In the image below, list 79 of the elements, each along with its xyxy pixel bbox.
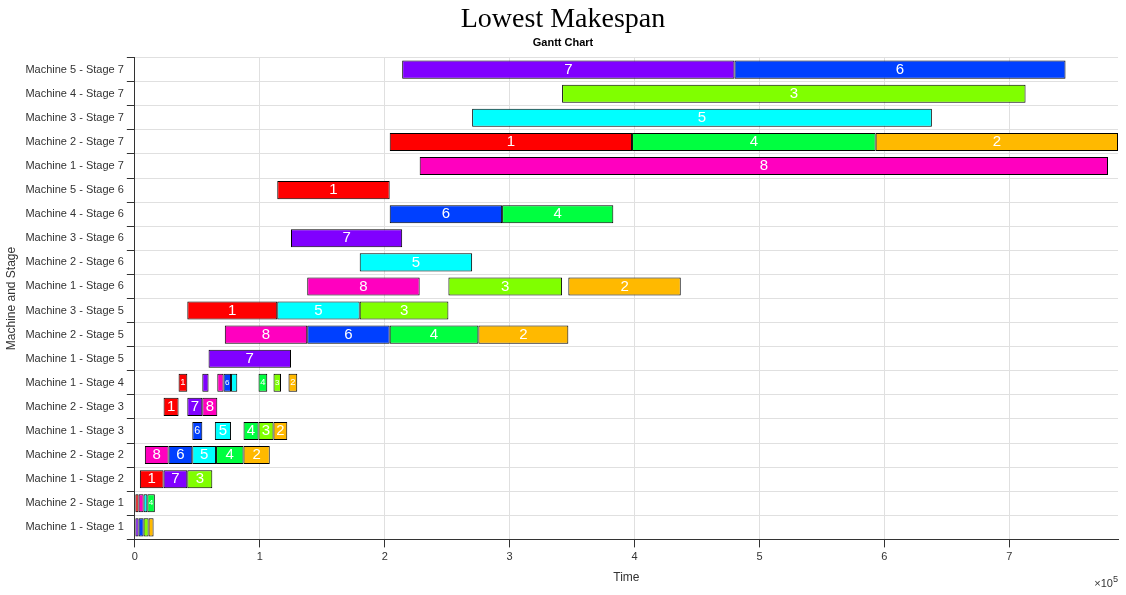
text: 4 <box>429 324 439 342</box>
text: 3 <box>399 300 409 318</box>
x-tick-label: 5 <box>756 550 763 563</box>
text: 2 <box>620 276 629 294</box>
series-label: 6 <box>225 378 231 388</box>
x-tick-label: 2 <box>381 550 388 563</box>
text: 5 <box>314 300 323 318</box>
text: 5 <box>200 445 209 463</box>
text: 7 <box>564 59 573 77</box>
text: 3 <box>195 469 204 487</box>
text: 4 <box>260 376 266 388</box>
y-tick-label: Machine 1 - Stage 6 <box>25 279 124 292</box>
text: 3 <box>261 421 271 439</box>
y-tick-label: Machine 2 - Stage 3 <box>25 399 124 412</box>
y-tick-label: Machine 1 - Stage 1 <box>25 520 124 533</box>
text: 6 <box>895 59 905 77</box>
y-tick-label: Machine 3 - Stage 6 <box>25 231 124 244</box>
y-tick-label: Machine 5 - Stage 7 <box>25 62 124 75</box>
y-tick-label: Machine 1 - Stage 3 <box>25 424 124 437</box>
text: 2 <box>252 445 261 463</box>
y-tick-label: Machine 1 - Stage 2 <box>25 472 124 485</box>
text: 7 <box>171 469 180 487</box>
text: 5 <box>697 107 707 125</box>
y-tick-label: Machine 1 - Stage 4 <box>25 375 124 388</box>
series-label: 7 <box>245 348 254 366</box>
text: 8 <box>152 445 161 463</box>
text: 3 <box>789 83 798 101</box>
text: 8 <box>205 397 214 415</box>
text: 6 <box>194 423 201 436</box>
series-label: 1 <box>180 376 186 388</box>
text: 8 <box>359 276 368 294</box>
text: 6 <box>441 204 451 222</box>
y-tick-label: Machine 2 - Stage 6 <box>25 255 124 268</box>
text: 1 <box>147 469 156 487</box>
y-axis-title: Machine and Stage <box>3 246 18 351</box>
text: 1 <box>166 397 176 415</box>
text: ×10$^{5}$ <box>1094 574 1118 589</box>
y-tick-label: Machine 5 - Stage 6 <box>25 183 124 196</box>
x-tick-label: 3 <box>506 550 513 563</box>
text: 7 <box>342 228 351 246</box>
x-tick-label: 0 <box>131 550 138 563</box>
y-tick-label: Machine 2 - Stage 2 <box>25 448 124 461</box>
series-label: 5 <box>411 252 421 270</box>
text: 5 <box>218 421 228 439</box>
x-tick-label: 7 <box>1006 550 1013 563</box>
text: 8 <box>261 324 271 342</box>
y-tick-label: Machine 2 - Stage 5 <box>25 327 124 340</box>
text: 7 <box>190 397 199 415</box>
y-tick-label: Machine 4 - Stage 7 <box>25 86 124 99</box>
y-tick-label: Machine 1 - Stage 5 <box>25 351 124 364</box>
x-axis-title: Time <box>613 570 640 585</box>
y-tick-label: Machine 2 - Stage 7 <box>25 134 124 147</box>
chart-subtitle: Gantt Chart <box>531 36 595 48</box>
text: 4 <box>246 421 256 439</box>
text: 2 <box>276 422 285 439</box>
text: 4 <box>225 445 234 463</box>
x-tick-label: 1 <box>256 550 263 563</box>
series-label: 3 <box>275 378 281 388</box>
chart-title: Lowest Makespan <box>459 2 667 34</box>
x-tick-label: 4 <box>631 550 638 563</box>
y-tick-label: Machine 3 - Stage 5 <box>25 303 124 316</box>
y-tick-label: Machine 3 - Stage 7 <box>25 110 124 123</box>
text: 6 <box>344 324 353 342</box>
y-tick-label: Machine 4 - Stage 6 <box>25 207 124 220</box>
series-label: 4 <box>148 498 154 508</box>
x-tick-label: 6 <box>881 550 888 563</box>
text: 2 <box>519 324 528 342</box>
text: 4 <box>553 204 562 222</box>
y-tick-label: Machine 1 - Stage 7 <box>25 159 124 172</box>
text: 1 <box>506 132 516 150</box>
text: 2 <box>992 132 1001 150</box>
series-label: 2 <box>290 376 296 388</box>
text: 4 <box>749 132 759 150</box>
text: 1 <box>329 180 338 198</box>
series-label: 8 <box>759 156 769 174</box>
text: 1 <box>228 300 237 318</box>
text: 6 <box>176 445 185 463</box>
y-tick-label: Machine 2 - Stage 1 <box>25 496 124 509</box>
text: 3 <box>501 276 510 294</box>
